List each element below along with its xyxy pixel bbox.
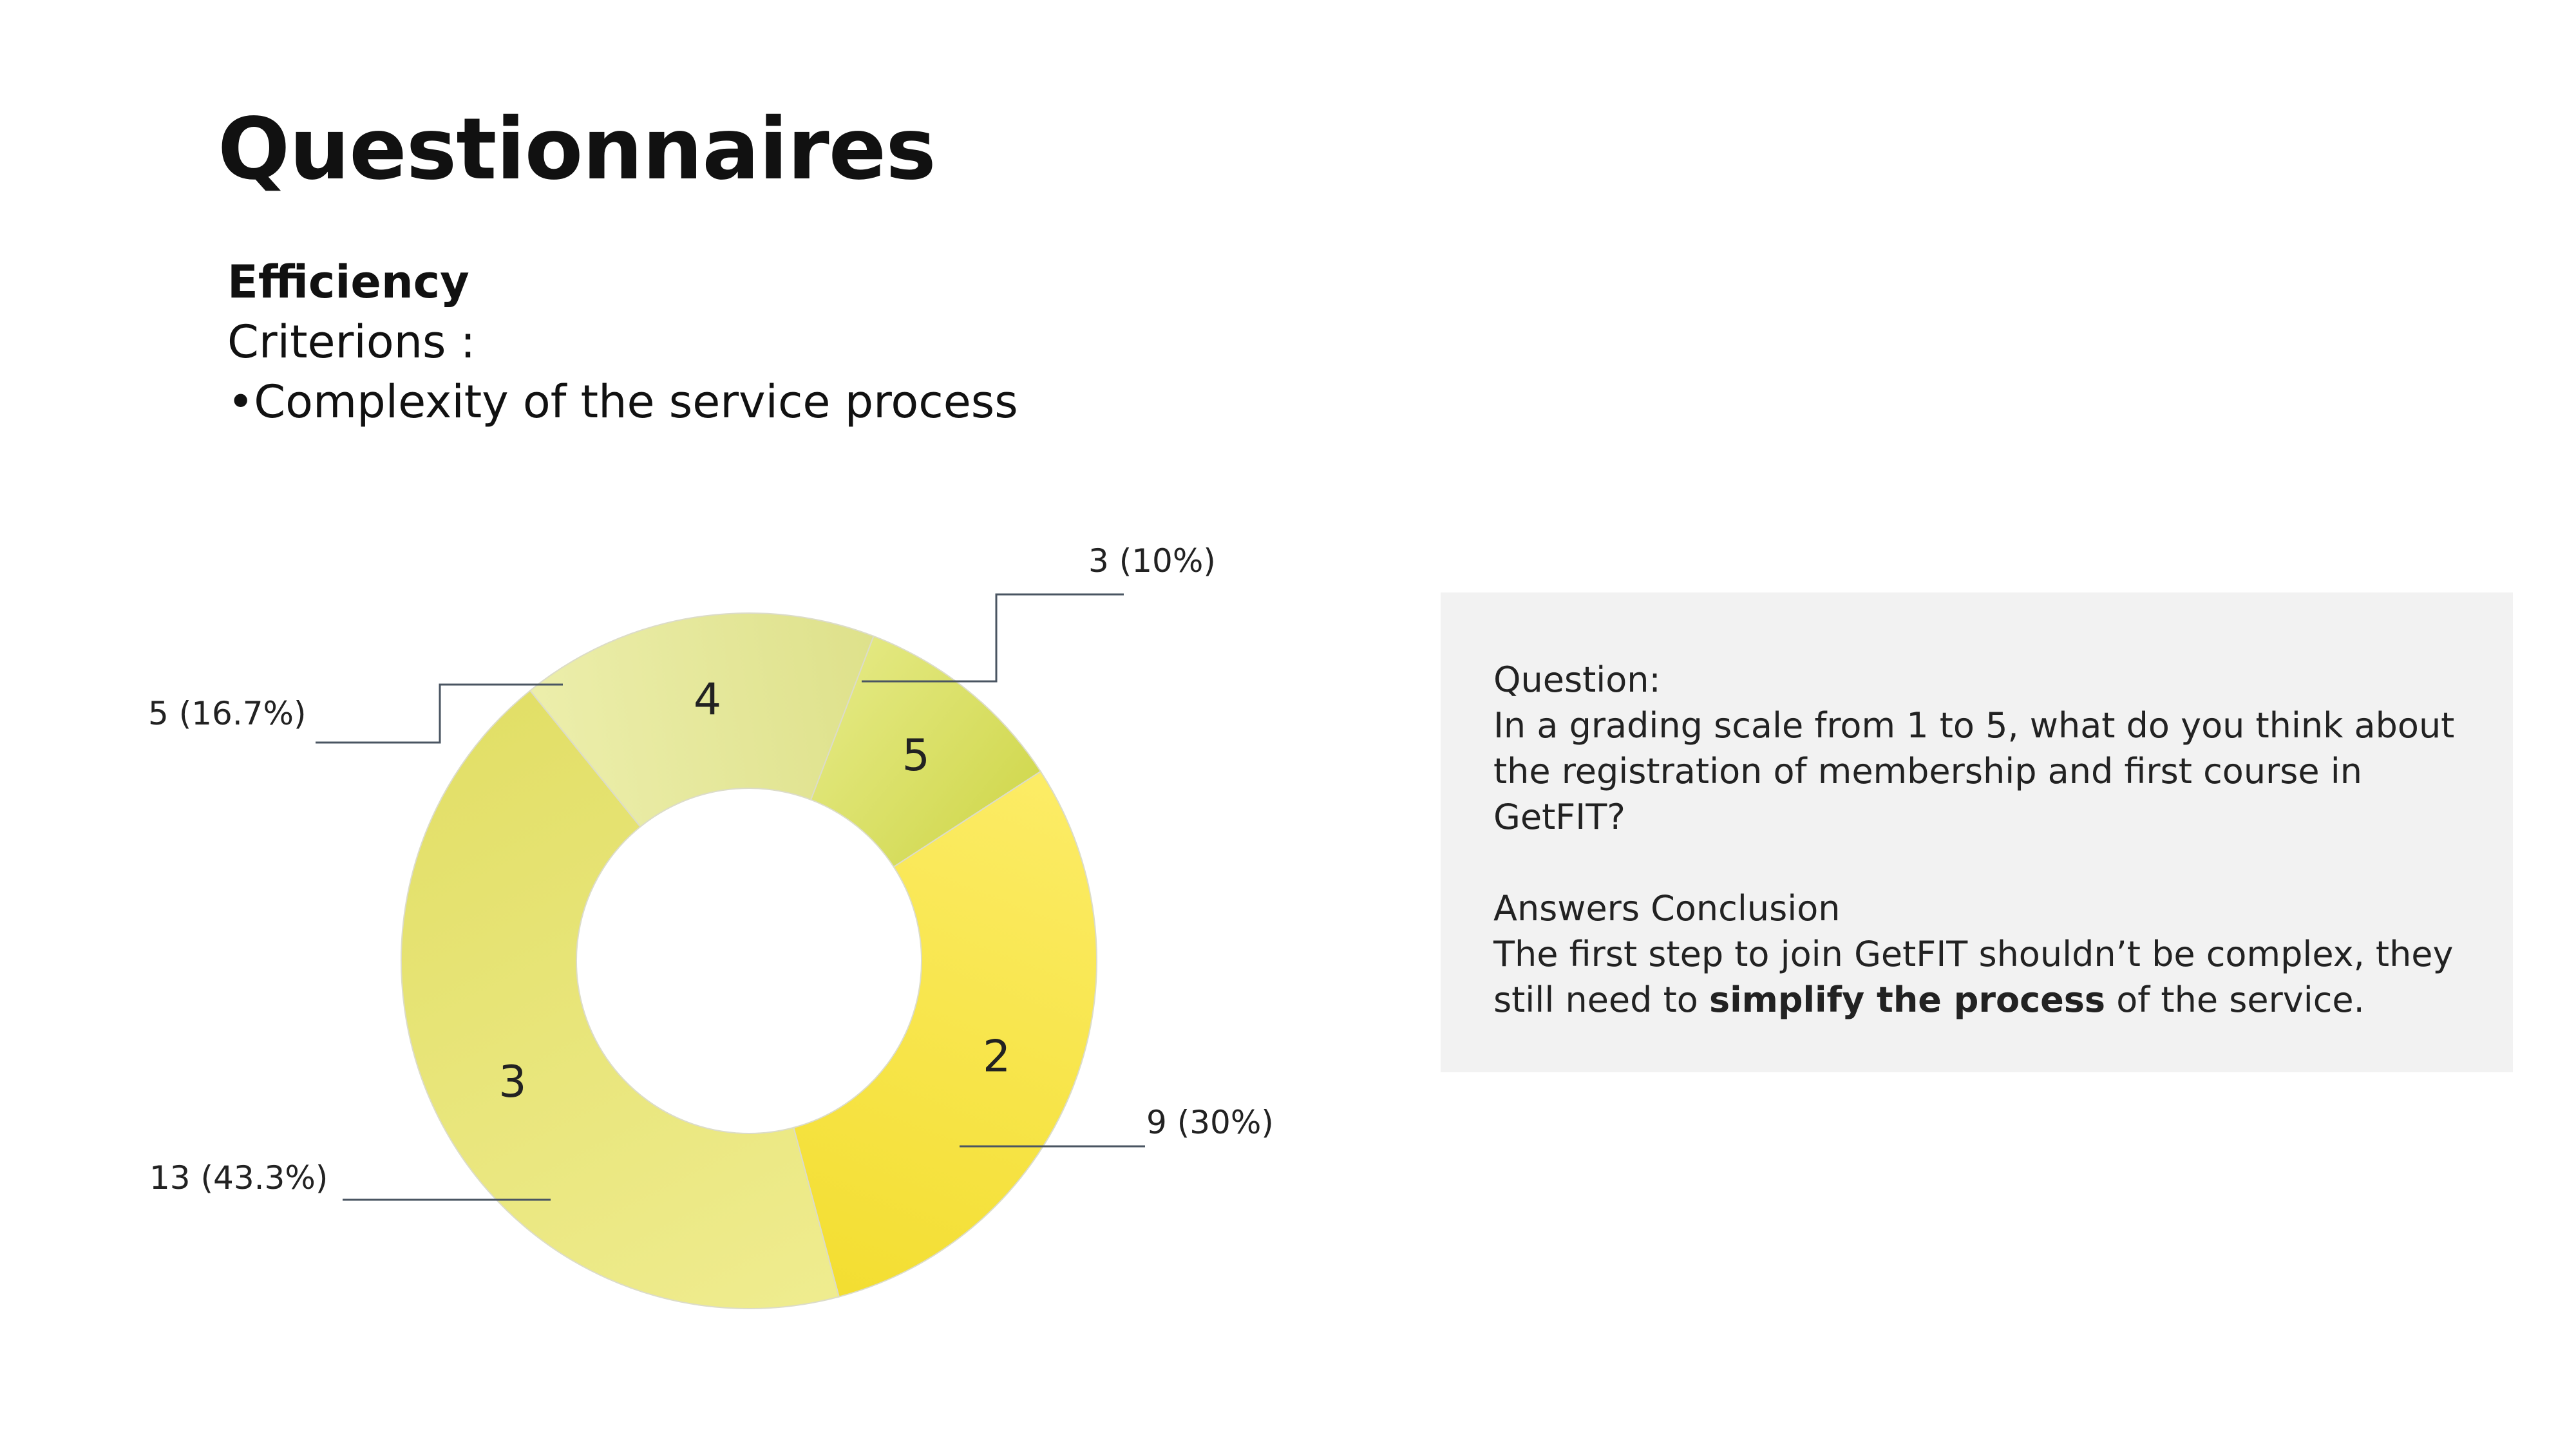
slice-label-3: 3 — [498, 1057, 526, 1108]
slice-label-5: 5 — [902, 730, 930, 781]
answer-panel-text: Question: In a grading scale from 1 to 5… — [1493, 657, 2498, 1023]
callout-label-3: 13 (43.3%) — [149, 1159, 328, 1197]
slice-label-4: 4 — [694, 674, 721, 725]
conclusion-text-end: of the service. — [2105, 980, 2365, 1020]
donut-slice-4 — [529, 612, 875, 828]
callout-label-4: 5 (16.7%) — [148, 695, 307, 732]
leader-line-4 — [316, 683, 563, 744]
spacer — [1493, 840, 2498, 886]
answer-panel: Question: In a grading scale from 1 to 5… — [1441, 592, 2513, 1072]
donut-slice-2 — [793, 770, 1097, 1298]
criteria-heading: Efficiency — [227, 256, 469, 308]
page-title: Questionnaires — [218, 100, 936, 199]
slice-label-2: 2 — [983, 1032, 1010, 1083]
labels-layer: 5 3 (10%) 2 9 (30%) 3 13 (43.3%) 4 5 (16.7%) — [148, 542, 1274, 1197]
question-label: Question: — [1493, 659, 1661, 700]
conclusion-text-start: The first step to join GetFIT shouldn’t … — [1493, 934, 2454, 1020]
slices-layer — [401, 612, 1097, 1309]
leader-line-5 — [862, 593, 1124, 683]
callout-label-5: 3 (10%) — [1088, 542, 1216, 580]
leaders-layer — [316, 593, 1145, 1201]
conclusion-emphasis: simplify the process — [1709, 980, 2106, 1020]
donut-slice-3 — [401, 689, 840, 1309]
callout-label-2: 9 (30%) — [1146, 1104, 1274, 1141]
criteria-item-text: Complexity of the service process — [254, 375, 1018, 428]
bullet-icon: • — [227, 375, 254, 428]
conclusion-label: Answers Conclusion — [1493, 888, 1841, 929]
question-text: In a grading scale from 1 to 5, what do … — [1493, 705, 2455, 837]
criteria-item: •Complexity of the service process — [227, 372, 1018, 432]
donut-slice-5 — [810, 635, 1042, 868]
conclusion-text: The first step to join GetFIT shouldn’t … — [1493, 931, 2498, 1023]
criteria-block: Efficiency Criterions : •Complexity of t… — [227, 252, 1018, 432]
criteria-subheading: Criterions : — [227, 316, 476, 368]
